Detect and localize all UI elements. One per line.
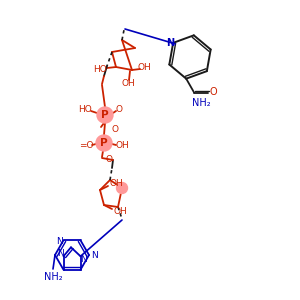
Text: O: O — [106, 154, 112, 164]
Text: =O: =O — [79, 140, 93, 149]
Text: OH: OH — [137, 64, 151, 73]
Text: OH: OH — [109, 179, 123, 188]
Text: O: O — [116, 104, 122, 113]
Text: OH: OH — [115, 140, 129, 149]
Circle shape — [96, 135, 112, 151]
Text: O: O — [209, 87, 217, 97]
Text: N: N — [80, 255, 87, 264]
Text: HO: HO — [93, 64, 107, 74]
Text: NH₂: NH₂ — [192, 98, 211, 108]
Text: N: N — [166, 38, 174, 48]
Text: N: N — [57, 249, 64, 258]
Text: P: P — [100, 138, 108, 148]
Text: N: N — [91, 251, 98, 260]
Text: OH: OH — [113, 206, 127, 215]
Text: OH: OH — [121, 80, 135, 88]
Circle shape — [116, 182, 128, 194]
Circle shape — [97, 107, 113, 123]
Text: O: O — [111, 124, 118, 134]
Text: HO: HO — [78, 104, 92, 113]
Text: NH₂: NH₂ — [44, 272, 62, 282]
Text: P: P — [101, 110, 109, 120]
Text: N: N — [56, 237, 63, 246]
